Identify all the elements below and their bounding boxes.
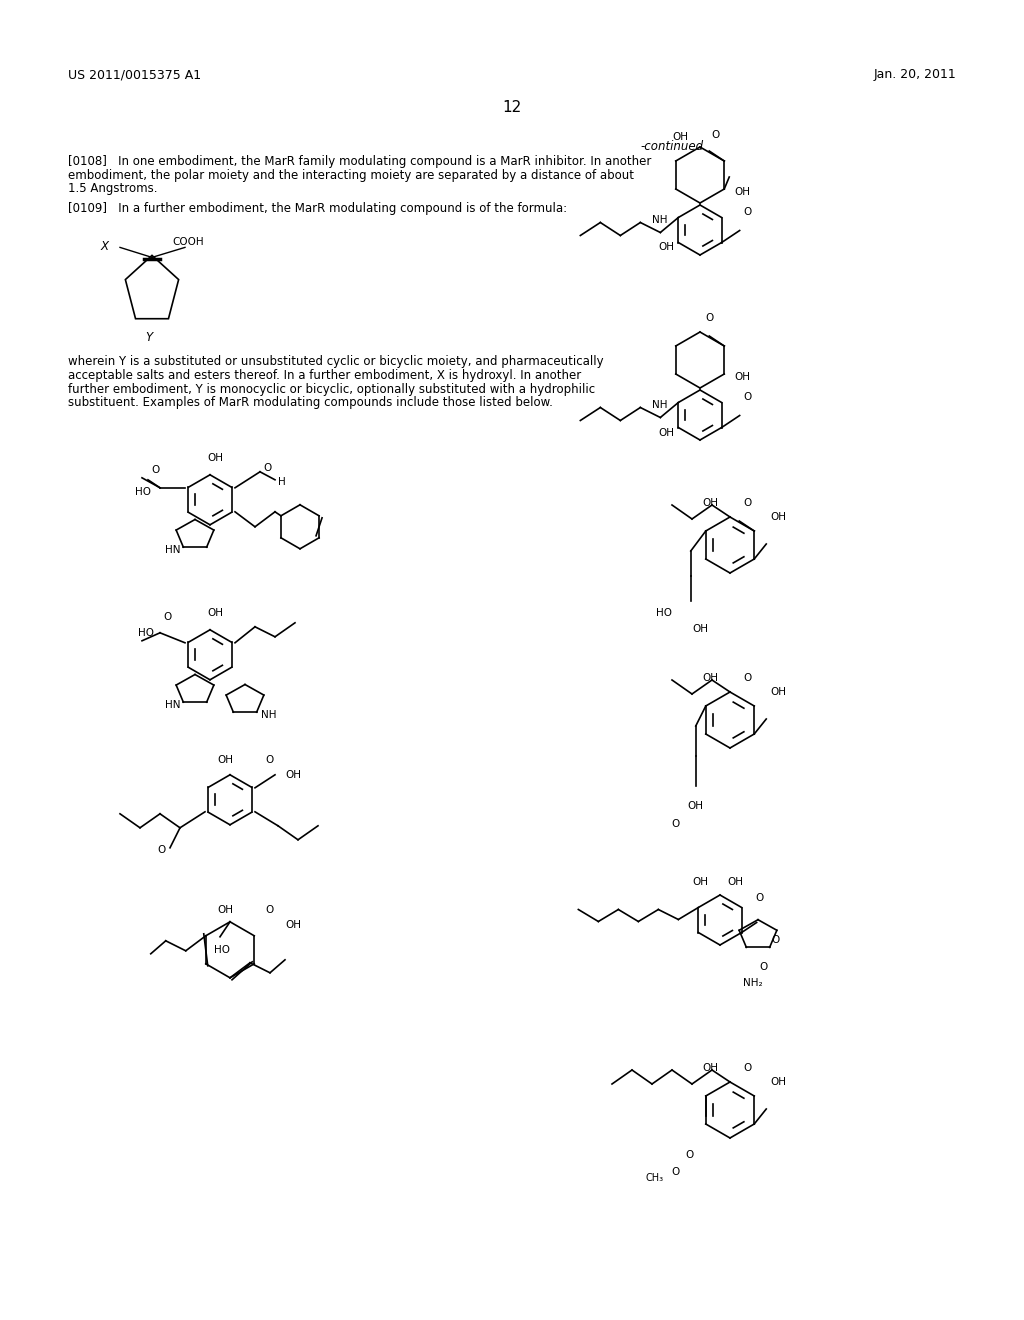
Text: HO: HO — [655, 609, 672, 618]
Text: 12: 12 — [503, 100, 521, 115]
Text: O: O — [671, 1167, 679, 1177]
Text: O: O — [264, 463, 272, 473]
Text: OH: OH — [770, 512, 786, 521]
Text: OH: OH — [207, 453, 223, 463]
Text: OH: OH — [692, 876, 708, 887]
Text: O: O — [711, 129, 719, 140]
Text: OH: OH — [734, 372, 750, 381]
Text: O: O — [686, 1150, 694, 1160]
Text: OH: OH — [734, 187, 750, 197]
Text: OH: OH — [770, 686, 786, 697]
Text: further embodiment, Y is monocyclic or bicyclic, optionally substituted with a h: further embodiment, Y is monocyclic or b… — [68, 383, 595, 396]
Text: OH: OH — [770, 1077, 786, 1086]
Text: OH: OH — [285, 770, 301, 780]
Text: O: O — [743, 392, 752, 403]
Text: NH₂: NH₂ — [743, 978, 763, 987]
Text: HN: HN — [165, 700, 181, 710]
Text: O: O — [759, 962, 767, 972]
Text: HO: HO — [214, 945, 230, 954]
Text: NH: NH — [652, 400, 668, 411]
Text: O: O — [743, 207, 752, 216]
Text: HO: HO — [138, 628, 154, 638]
Text: NH: NH — [261, 710, 276, 719]
Text: H: H — [279, 477, 286, 487]
Text: OH: OH — [702, 673, 718, 682]
Text: OH: OH — [688, 801, 703, 810]
Text: wherein Y is a substituted or unsubstituted cyclic or bicyclic moiety, and pharm: wherein Y is a substituted or unsubstitu… — [68, 355, 603, 368]
Text: OH: OH — [702, 1063, 718, 1073]
Text: O: O — [706, 313, 714, 323]
Text: OH: OH — [217, 904, 233, 915]
Text: OH: OH — [658, 428, 675, 437]
Text: O: O — [756, 894, 764, 903]
Text: O: O — [743, 498, 752, 508]
Text: HN: HN — [165, 545, 181, 554]
Text: OH: OH — [672, 132, 688, 143]
Text: O: O — [743, 673, 752, 682]
Text: CH₃: CH₃ — [646, 1173, 664, 1183]
Text: O: O — [266, 904, 274, 915]
Text: US 2011/0015375 A1: US 2011/0015375 A1 — [68, 69, 201, 81]
Text: OH: OH — [727, 876, 743, 887]
Text: O: O — [266, 755, 274, 764]
Text: -continued: -continued — [640, 140, 703, 153]
Text: COOH: COOH — [172, 238, 204, 247]
Text: OH: OH — [217, 755, 233, 764]
Text: 1.5 Angstroms.: 1.5 Angstroms. — [68, 182, 158, 195]
Text: OH: OH — [658, 243, 675, 252]
Text: O: O — [151, 465, 159, 475]
Text: OH: OH — [285, 920, 301, 929]
Text: Y: Y — [145, 331, 153, 345]
Text: NH: NH — [652, 215, 668, 224]
Text: acceptable salts and esters thereof. In a further embodiment, X is hydroxyl. In : acceptable salts and esters thereof. In … — [68, 370, 582, 381]
Text: O: O — [672, 818, 680, 829]
Text: X: X — [100, 240, 108, 253]
Text: O: O — [743, 1063, 752, 1073]
Text: [0109]   In a further embodiment, the MarR modulating compound is of the formula: [0109] In a further embodiment, the MarR… — [68, 202, 567, 215]
Text: [0108]   In one embodiment, the MarR family modulating compound is a MarR inhibi: [0108] In one embodiment, the MarR famil… — [68, 154, 651, 168]
Text: OH: OH — [207, 607, 223, 618]
Text: O: O — [772, 935, 780, 945]
Text: OH: OH — [693, 624, 709, 634]
Text: OH: OH — [702, 498, 718, 508]
Text: Jan. 20, 2011: Jan. 20, 2011 — [873, 69, 956, 81]
Text: substituent. Examples of MarR modulating compounds include those listed below.: substituent. Examples of MarR modulating… — [68, 396, 553, 409]
Text: O: O — [164, 611, 172, 622]
Text: embodiment, the polar moiety and the interacting moiety are separated by a dista: embodiment, the polar moiety and the int… — [68, 169, 634, 182]
Text: HO: HO — [135, 487, 151, 496]
Text: O: O — [158, 845, 166, 855]
